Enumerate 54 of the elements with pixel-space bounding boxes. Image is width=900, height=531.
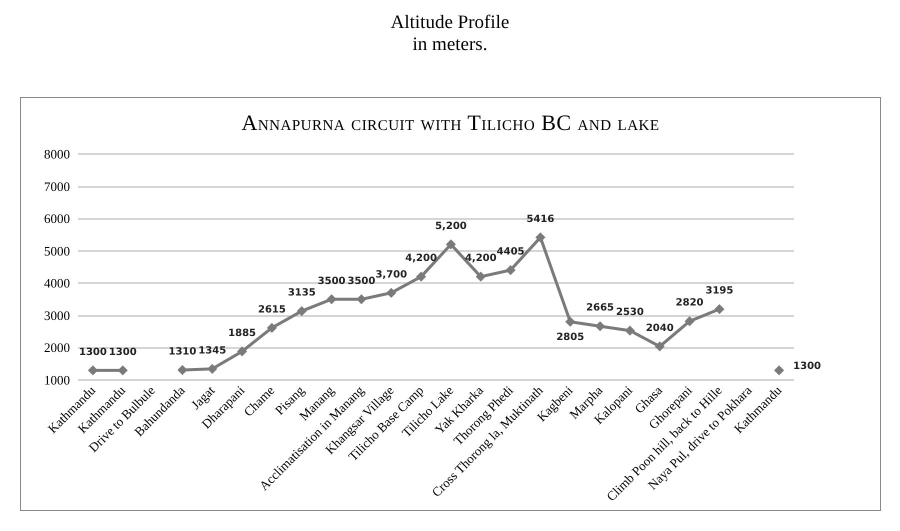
data-label: 2040 — [646, 322, 674, 334]
y-tick-label: 7000 — [44, 178, 70, 194]
data-label: 3135 — [288, 288, 316, 299]
point — [565, 316, 576, 327]
point — [654, 341, 665, 352]
chart-subtitle: Annapurna circuit with Tilicho BC and lake — [240, 110, 661, 136]
point — [506, 265, 516, 276]
chart-title: Altitude Profile in meters. — [390, 12, 510, 56]
point — [386, 288, 396, 298]
data-label: 3500 — [347, 276, 376, 287]
y-tick-label: 8000 — [44, 146, 70, 162]
data-label: 4405 — [496, 246, 525, 258]
y-tick-label: 5000 — [44, 243, 70, 258]
data-label: 3500 — [318, 276, 346, 287]
point — [476, 272, 486, 282]
point — [356, 294, 366, 304]
point — [714, 304, 724, 314]
y-tick-label: 3000 — [44, 308, 70, 323]
data-label: 5,200 — [435, 220, 467, 232]
point — [416, 272, 426, 282]
point — [624, 326, 635, 336]
point — [446, 239, 456, 250]
data-label: 2615 — [258, 304, 286, 316]
y-tick-label: 2000 — [44, 340, 70, 356]
data-label: 2805 — [556, 332, 584, 344]
data-label: 2820 — [676, 298, 704, 309]
point — [177, 364, 188, 375]
point — [207, 364, 218, 374]
data-label: 1885 — [228, 328, 256, 339]
point — [237, 346, 248, 356]
data-label: 2665 — [586, 302, 614, 314]
data-label: 1345 — [198, 345, 226, 356]
data-label: 3195 — [705, 286, 734, 297]
data-label: 1300 — [793, 360, 822, 372]
point — [774, 365, 784, 376]
data-label: 1300 — [78, 346, 107, 358]
data-label: 3,700 — [375, 269, 408, 280]
y-tick-label: 6000 — [44, 211, 70, 226]
data-label: 1310 — [168, 346, 196, 358]
data-label: 1300 — [108, 346, 137, 358]
point — [535, 232, 546, 242]
point — [296, 306, 307, 316]
point — [266, 322, 277, 333]
data-label: 5416 — [526, 214, 554, 225]
point — [684, 316, 695, 326]
point — [326, 294, 337, 304]
data-label: 2530 — [616, 307, 644, 318]
point — [595, 321, 606, 332]
point — [118, 365, 128, 376]
y-tick-label: 4000 — [44, 276, 70, 291]
data-label: 4,200 — [464, 253, 497, 264]
point — [88, 365, 98, 376]
y-tick-label: 1000 — [44, 372, 70, 388]
data-label: 4,200 — [405, 253, 437, 264]
